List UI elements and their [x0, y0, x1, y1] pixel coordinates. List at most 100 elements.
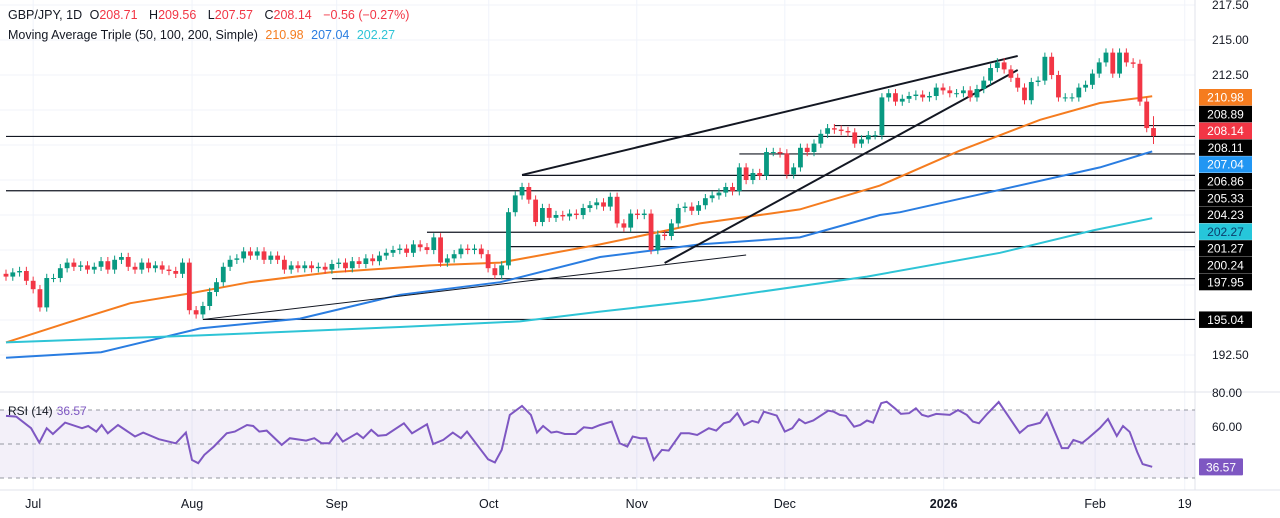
- rsi-value-label: 36.57: [1206, 460, 1236, 474]
- candle-up: [879, 97, 885, 136]
- price-badge-label: 201.27: [1207, 242, 1244, 256]
- candle-up: [329, 264, 335, 270]
- price-badge-label: 208.89: [1207, 107, 1244, 121]
- rsi-legend-value: 36.57: [56, 404, 87, 418]
- price-axis[interactable]: 217.50 215.00 212.50 192.50 210.98 208.89 208.…: [1199, 0, 1252, 476]
- candle-down: [356, 261, 362, 264]
- price-badge-label: 204.23: [1207, 208, 1244, 222]
- ma50-value: 210.98: [265, 28, 304, 42]
- candle-up: [431, 237, 437, 250]
- candle-up: [112, 259, 118, 270]
- price-badge-label: 206.86: [1207, 175, 1244, 189]
- candle-down: [105, 261, 111, 270]
- candle-up: [519, 187, 525, 196]
- candle-down: [947, 90, 953, 94]
- open-value: 208.71: [99, 8, 138, 22]
- candle-up: [241, 251, 247, 259]
- rsi-tick-label: 60.00: [1212, 420, 1242, 434]
- candle-up: [696, 205, 701, 211]
- candle-up: [709, 195, 715, 199]
- candle-up: [899, 98, 905, 102]
- price-tick-label: 212.50: [1212, 68, 1249, 82]
- candle-up: [207, 292, 213, 306]
- candle-up: [580, 208, 586, 215]
- candle-up: [723, 187, 729, 193]
- candle-down: [648, 213, 654, 250]
- time-axis[interactable]: Jul Aug Sep Oct Nov Dec 2026 Feb 19: [25, 497, 1192, 511]
- candle-up: [540, 208, 545, 222]
- candle-up: [1103, 52, 1109, 63]
- candle-up: [913, 94, 919, 96]
- price-badge: [1199, 273, 1252, 291]
- close-value: 208.14: [273, 8, 312, 22]
- candle-down: [1123, 52, 1129, 63]
- candle-up: [1042, 56, 1048, 81]
- candle-down: [560, 215, 566, 217]
- candle-down: [757, 173, 763, 176]
- candle-up: [1096, 62, 1102, 74]
- low-label: L: [207, 8, 215, 22]
- candle-up: [512, 195, 518, 213]
- candle-down: [893, 93, 898, 102]
- candle-up: [78, 265, 84, 267]
- candle-up: [1062, 97, 1068, 99]
- candle-up: [139, 262, 145, 270]
- candle-down: [967, 90, 973, 98]
- candle-down: [831, 128, 837, 130]
- candle-down: [526, 187, 532, 200]
- candle-down: [852, 132, 858, 144]
- price-badge: [1199, 89, 1252, 106]
- candle-down: [1151, 128, 1156, 137]
- candle-up: [1069, 97, 1075, 99]
- price-badge-label: 208.14: [1207, 124, 1244, 138]
- candle-up: [288, 265, 294, 270]
- candle-down: [295, 265, 301, 269]
- candle-down: [281, 259, 287, 270]
- trendline: [521, 54, 1018, 176]
- rsi-legend: RSI (14) 36.57: [8, 404, 87, 418]
- candle-down: [621, 223, 627, 228]
- candle-down: [248, 251, 253, 256]
- price-badge-label: 197.95: [1207, 275, 1244, 289]
- price-badge-label: 200.24: [1207, 259, 1244, 273]
- candle-up: [180, 262, 185, 274]
- low-value: 207.57: [214, 8, 253, 22]
- candle-up: [628, 213, 634, 228]
- grid: [0, 0, 1280, 491]
- candle-down: [1008, 69, 1014, 78]
- candle-up: [825, 128, 830, 134]
- candle-up: [472, 248, 477, 250]
- time-tick-label: Dec: [774, 497, 796, 511]
- candle-down: [573, 213, 579, 215]
- candle-up: [119, 257, 124, 260]
- candle-up: [607, 196, 613, 207]
- candle-down: [309, 265, 314, 269]
- price-badge-label: 205.33: [1207, 191, 1244, 205]
- candle-down: [662, 234, 668, 236]
- candle-up: [587, 205, 593, 208]
- candle-down: [23, 271, 29, 281]
- candle-down: [465, 248, 471, 250]
- trendline: [202, 254, 747, 320]
- candle-up: [234, 258, 240, 260]
- time-tick-label: Sep: [326, 497, 348, 511]
- candle-down: [845, 131, 851, 133]
- candle-up: [220, 266, 226, 283]
- candle-up: [553, 215, 559, 218]
- candle-down: [193, 310, 199, 315]
- rsi-line: [5, 400, 1153, 468]
- price-badge: [1199, 223, 1252, 240]
- candle-down: [601, 202, 606, 207]
- candle-down: [71, 262, 77, 267]
- time-tick-label: Aug: [181, 497, 203, 511]
- candle-up: [798, 147, 803, 168]
- time-tick-label: Nov: [626, 497, 649, 511]
- candle-up: [10, 272, 16, 277]
- price-badge-label: 195.04: [1207, 313, 1244, 327]
- price-badge: [1199, 189, 1252, 207]
- ma100-value: 207.04: [311, 28, 350, 42]
- candle-up: [641, 213, 647, 215]
- time-tick-label: Jul: [25, 497, 41, 511]
- candle-up: [336, 262, 342, 264]
